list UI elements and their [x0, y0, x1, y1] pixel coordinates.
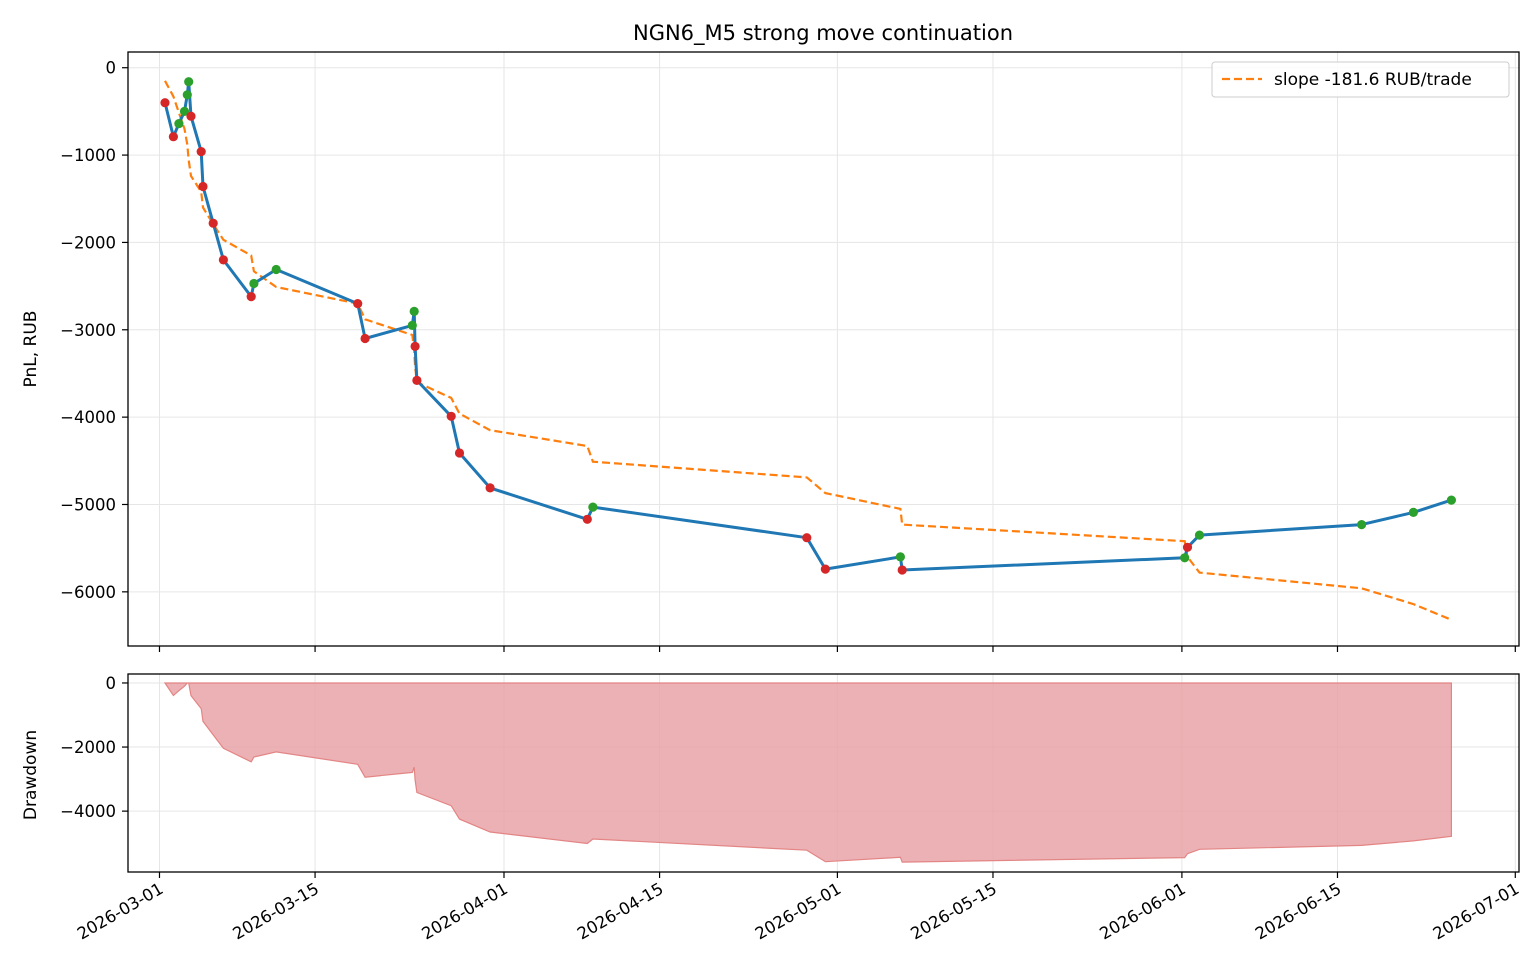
x-tick-label: 2026-03-01 [74, 879, 167, 943]
drawdown-x-ticks: 2026-03-01 2026-03-15 2026-04-01 2026-04-15… [74, 872, 1522, 943]
trade-marker [271, 264, 281, 275]
drawdown-y-tick-label: 0 [106, 674, 117, 693]
x-tick-label: 2026-05-15 [907, 879, 1000, 943]
trade-marker [249, 278, 259, 289]
legend: slope -181.6 RUB/trade [1211, 61, 1510, 98]
drawdown-axes-frame [127, 673, 1520, 873]
pnl-gridlines [128, 52, 1519, 646]
trade-marker [1182, 542, 1193, 552]
trade-marker [353, 299, 363, 309]
trade-marker [1194, 530, 1205, 540]
trade-marker [182, 90, 192, 100]
drawdown-y-axis-label: Drawdown [21, 730, 41, 820]
trade-marker [897, 565, 907, 575]
trade-marker [186, 111, 196, 121]
trade-marker [802, 533, 812, 543]
trade-marker [196, 147, 206, 157]
pnl-panel: 0 −1000 −2000 −3000 −4000 −5000 −6000 PnL, RUB… [21, 51, 1520, 652]
trade-marker [409, 306, 419, 316]
pnl-y-tick-label: −4000 [60, 408, 116, 427]
trade-marker [184, 77, 194, 87]
x-tick-label: 2026-04-01 [418, 879, 511, 943]
x-tick-label: 2026-03-15 [230, 879, 323, 943]
legend-label-slope: slope -181.6 RUB/trade [1274, 70, 1472, 90]
trade-marker [160, 98, 170, 108]
pnl-y-tick-label: −5000 [60, 495, 116, 514]
trade-marker [410, 341, 420, 351]
pnl-y-tick-label: −2000 [60, 233, 116, 252]
x-tick-label: 2026-04-15 [574, 879, 667, 943]
trade-marker [1408, 507, 1418, 517]
trade-marker [179, 106, 190, 116]
trade-marker [485, 483, 495, 493]
trade-marker [820, 564, 831, 574]
x-tick-label: 2026-06-01 [1096, 879, 1189, 943]
legend-box [1211, 61, 1510, 98]
drawdown-series [163, 682, 1452, 863]
pnl-axes-frame [127, 51, 1520, 647]
trade-marker [1446, 495, 1456, 505]
trade-marker [407, 320, 417, 330]
trade-marker [218, 255, 228, 265]
pnl-y-axis-label: PnL, RUB [21, 311, 41, 388]
x-tick-label: 2026-06-15 [1252, 879, 1345, 943]
pnl-x-ticks [158, 646, 1516, 652]
pnl-y-tick-label: −6000 [60, 583, 116, 602]
trade-marker [412, 375, 422, 385]
trade-marker [1357, 520, 1367, 530]
drawdown-area [163, 682, 1452, 863]
chart-title: NGN6_M5 strong move continuation [633, 21, 1013, 46]
x-tick-label: 2026-05-01 [752, 879, 845, 943]
trade-marker [582, 514, 592, 524]
trade-marker [446, 411, 456, 421]
trade-marker [588, 502, 598, 512]
pnl-y-tick-label: −3000 [60, 321, 116, 340]
trade-marker [208, 218, 218, 228]
pnl-y-tick-label: 0 [106, 59, 117, 78]
drawdown-y-tick-label: −4000 [60, 802, 116, 821]
drawdown-y-ticks: 0 −2000 −4000 [60, 674, 128, 821]
trade-marker [246, 292, 256, 302]
x-tick-label: 2026-07-01 [1430, 879, 1523, 943]
trade-marker [168, 132, 178, 142]
trade-marker [360, 333, 370, 344]
pnl-y-tick-label: −1000 [60, 146, 116, 165]
trade-marker [895, 552, 906, 562]
pnl-y-ticks: 0 −1000 −2000 −3000 −4000 −5000 −6000 [60, 59, 128, 602]
trade-marker [1180, 553, 1190, 563]
trade-marker [454, 448, 465, 458]
trade-marker [174, 119, 184, 129]
drawdown-y-tick-label: −2000 [60, 738, 116, 757]
trade-marker [198, 181, 208, 192]
trade-markers [160, 77, 1456, 575]
drawdown-panel: 0 −2000 −4000 2026-03-01 2026-03-15 2026-04-… [21, 673, 1522, 943]
